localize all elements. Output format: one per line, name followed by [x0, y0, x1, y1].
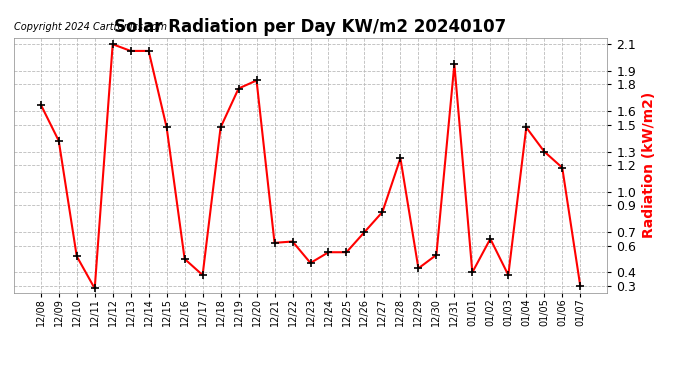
Text: Copyright 2024 Cartronics.com: Copyright 2024 Cartronics.com — [14, 22, 168, 32]
Title: Solar Radiation per Day KW/m2 20240107: Solar Radiation per Day KW/m2 20240107 — [115, 18, 506, 36]
Y-axis label: Radiation (kW/m2): Radiation (kW/m2) — [642, 92, 656, 238]
